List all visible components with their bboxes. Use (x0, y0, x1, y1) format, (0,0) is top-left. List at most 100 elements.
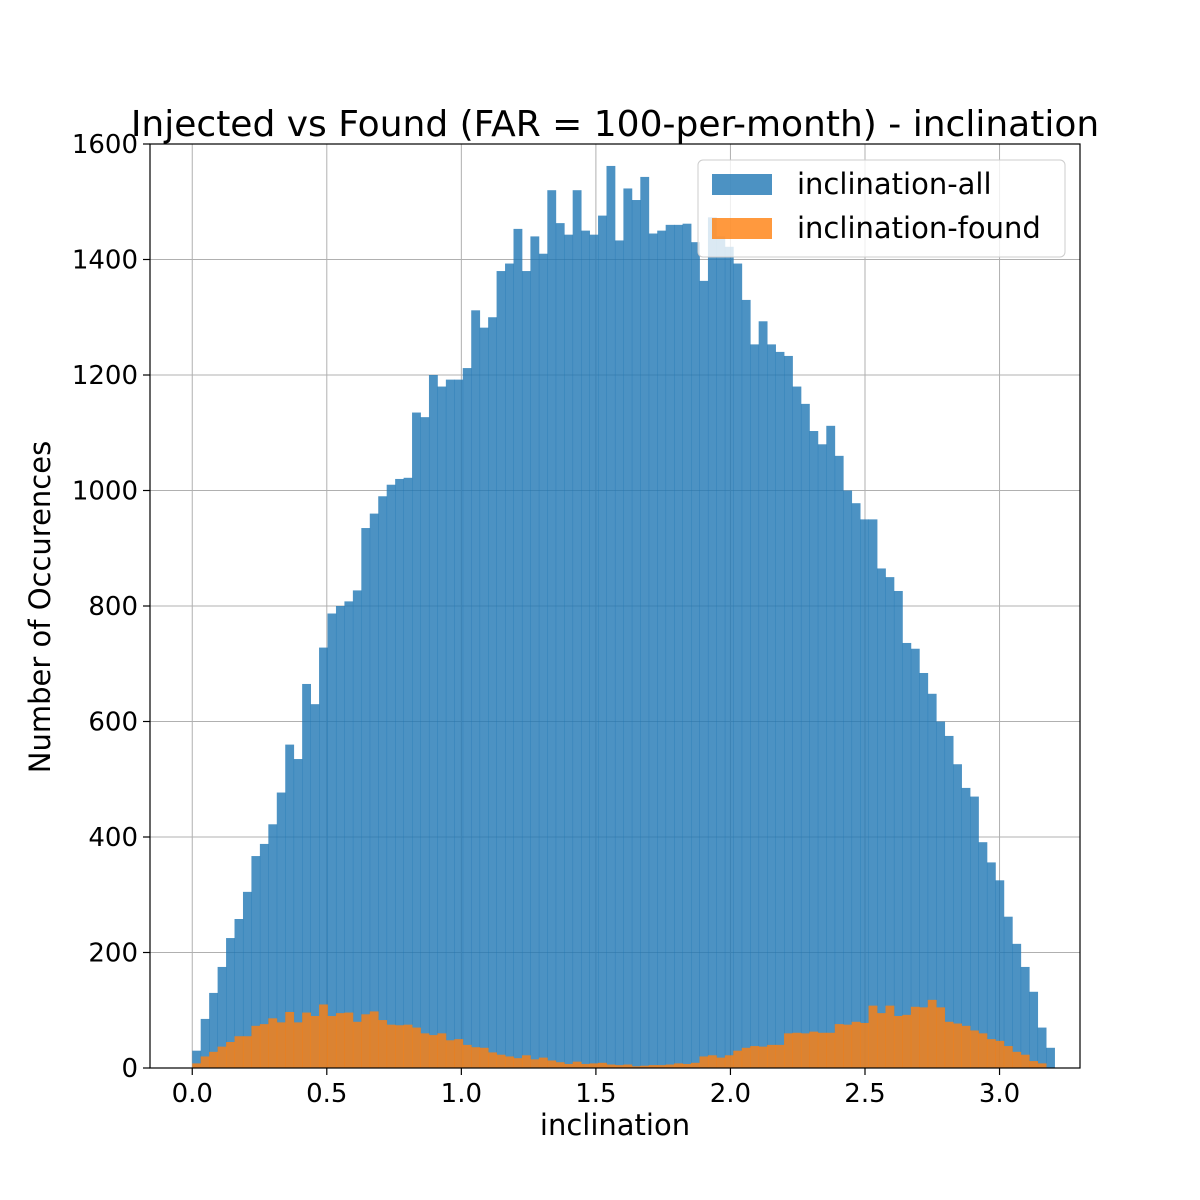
histogram-bar (648, 1065, 658, 1068)
histogram-bar (564, 234, 574, 1069)
legend-label: inclination-found (797, 211, 1041, 245)
histogram-bar (995, 880, 1005, 1068)
histogram-bar (784, 355, 793, 1068)
histogram-bar (310, 704, 320, 1068)
histogram-bar (826, 1032, 836, 1068)
histogram-bar (505, 263, 514, 1069)
histogram-bar (369, 513, 379, 1068)
histogram-bar (775, 1044, 785, 1068)
histogram-bar (420, 417, 430, 1069)
histogram-bar (910, 648, 920, 1068)
y-axis-label: Number of Occurences (23, 441, 57, 773)
histogram-bar (741, 1047, 751, 1068)
histogram-bar (792, 1032, 802, 1068)
x-tick-label: 1.0 (441, 1079, 482, 1109)
histogram-bar (851, 1021, 861, 1068)
histogram-bar (877, 1013, 886, 1068)
histogram-bar (623, 1064, 633, 1068)
histogram-bar (623, 188, 633, 1068)
histogram-bar (775, 351, 785, 1068)
histogram-bar (302, 683, 312, 1068)
histogram-bar (1046, 1047, 1055, 1068)
histogram-bar (961, 787, 971, 1068)
histogram-bar (251, 856, 261, 1068)
histogram-bar (707, 1055, 717, 1068)
histogram-bar (479, 327, 489, 1068)
histogram-bar (716, 236, 726, 1068)
histogram-bar (1003, 916, 1013, 1068)
histogram-bar (758, 1046, 768, 1068)
histogram-bar (302, 1012, 312, 1068)
histogram-bar (437, 1033, 447, 1068)
histogram-bar (496, 1054, 506, 1068)
histogram-bar (361, 528, 371, 1068)
histogram-bar (547, 1060, 557, 1068)
histogram-bar (471, 310, 481, 1068)
histogram-bar (953, 1023, 962, 1068)
histogram-bar (276, 792, 286, 1068)
histogram-bar (1012, 943, 1022, 1068)
histogram-bar (665, 1064, 675, 1068)
histogram-bar (420, 1033, 430, 1068)
histogram-bar (462, 1044, 472, 1068)
histogram-bar (910, 1006, 920, 1068)
histogram-bar (352, 1021, 362, 1068)
histogram-bar (843, 490, 853, 1068)
histogram-bar (209, 992, 219, 1068)
histogram-bar (598, 215, 607, 1069)
histogram-bar (268, 1018, 278, 1068)
histogram-bar (454, 379, 464, 1068)
histogram-bar (598, 1062, 607, 1068)
histogram-bar (970, 1030, 979, 1068)
histogram-bar (809, 431, 819, 1069)
histogram-bar (572, 190, 582, 1068)
histogram-bar (860, 1022, 869, 1068)
x-axis-label: inclination (540, 1108, 690, 1142)
histogram-bar (902, 1014, 912, 1068)
histogram-bar (674, 224, 683, 1069)
histogram-bar (784, 1033, 793, 1068)
histogram-bar (209, 1051, 219, 1068)
histogram-bar (970, 796, 979, 1068)
histogram-bar (699, 1056, 709, 1068)
y-tick-label: 200 (88, 939, 138, 969)
histogram-bar (919, 672, 929, 1068)
histogram-bar (530, 1059, 540, 1068)
y-tick-label: 0 (121, 1054, 138, 1084)
bars (192, 165, 1055, 1069)
histogram-bar (893, 590, 903, 1068)
histogram-bar (792, 386, 802, 1068)
histogram-bar (251, 1025, 261, 1068)
histogram-bar (428, 1035, 438, 1068)
histogram-bar (614, 240, 624, 1068)
histogram-bar (758, 321, 768, 1069)
histogram-bar (640, 1065, 650, 1068)
histogram-bar (800, 403, 810, 1068)
y-tick-label: 1400 (72, 246, 138, 276)
histogram-bar (1037, 1027, 1047, 1068)
y-tick-label: 400 (88, 823, 138, 853)
histogram-bar (513, 1058, 523, 1068)
histogram-bar (192, 1063, 202, 1068)
histogram-bar (369, 1011, 379, 1068)
y-tick-label: 1000 (72, 477, 138, 507)
histogram-bar (767, 344, 776, 1069)
histogram-bar (944, 735, 954, 1068)
histogram-bar (691, 242, 700, 1069)
histogram-bar (581, 230, 590, 1068)
histogram-bar (716, 1057, 726, 1068)
histogram-bar (953, 764, 962, 1068)
legend-label: inclination-all (797, 167, 992, 201)
legend-swatch (712, 218, 772, 239)
histogram-bar (581, 1063, 590, 1068)
histogram-bar (1020, 1054, 1030, 1068)
histogram-bar (986, 862, 996, 1068)
histogram-bar (268, 824, 278, 1068)
histogram-bar (834, 455, 844, 1069)
histogram-bar (691, 1062, 700, 1068)
y-tick-label: 800 (88, 592, 138, 622)
histogram-bar (378, 1020, 388, 1068)
histogram-bar (513, 228, 523, 1068)
histogram-bar (682, 223, 692, 1068)
histogram-bar (961, 1025, 971, 1068)
